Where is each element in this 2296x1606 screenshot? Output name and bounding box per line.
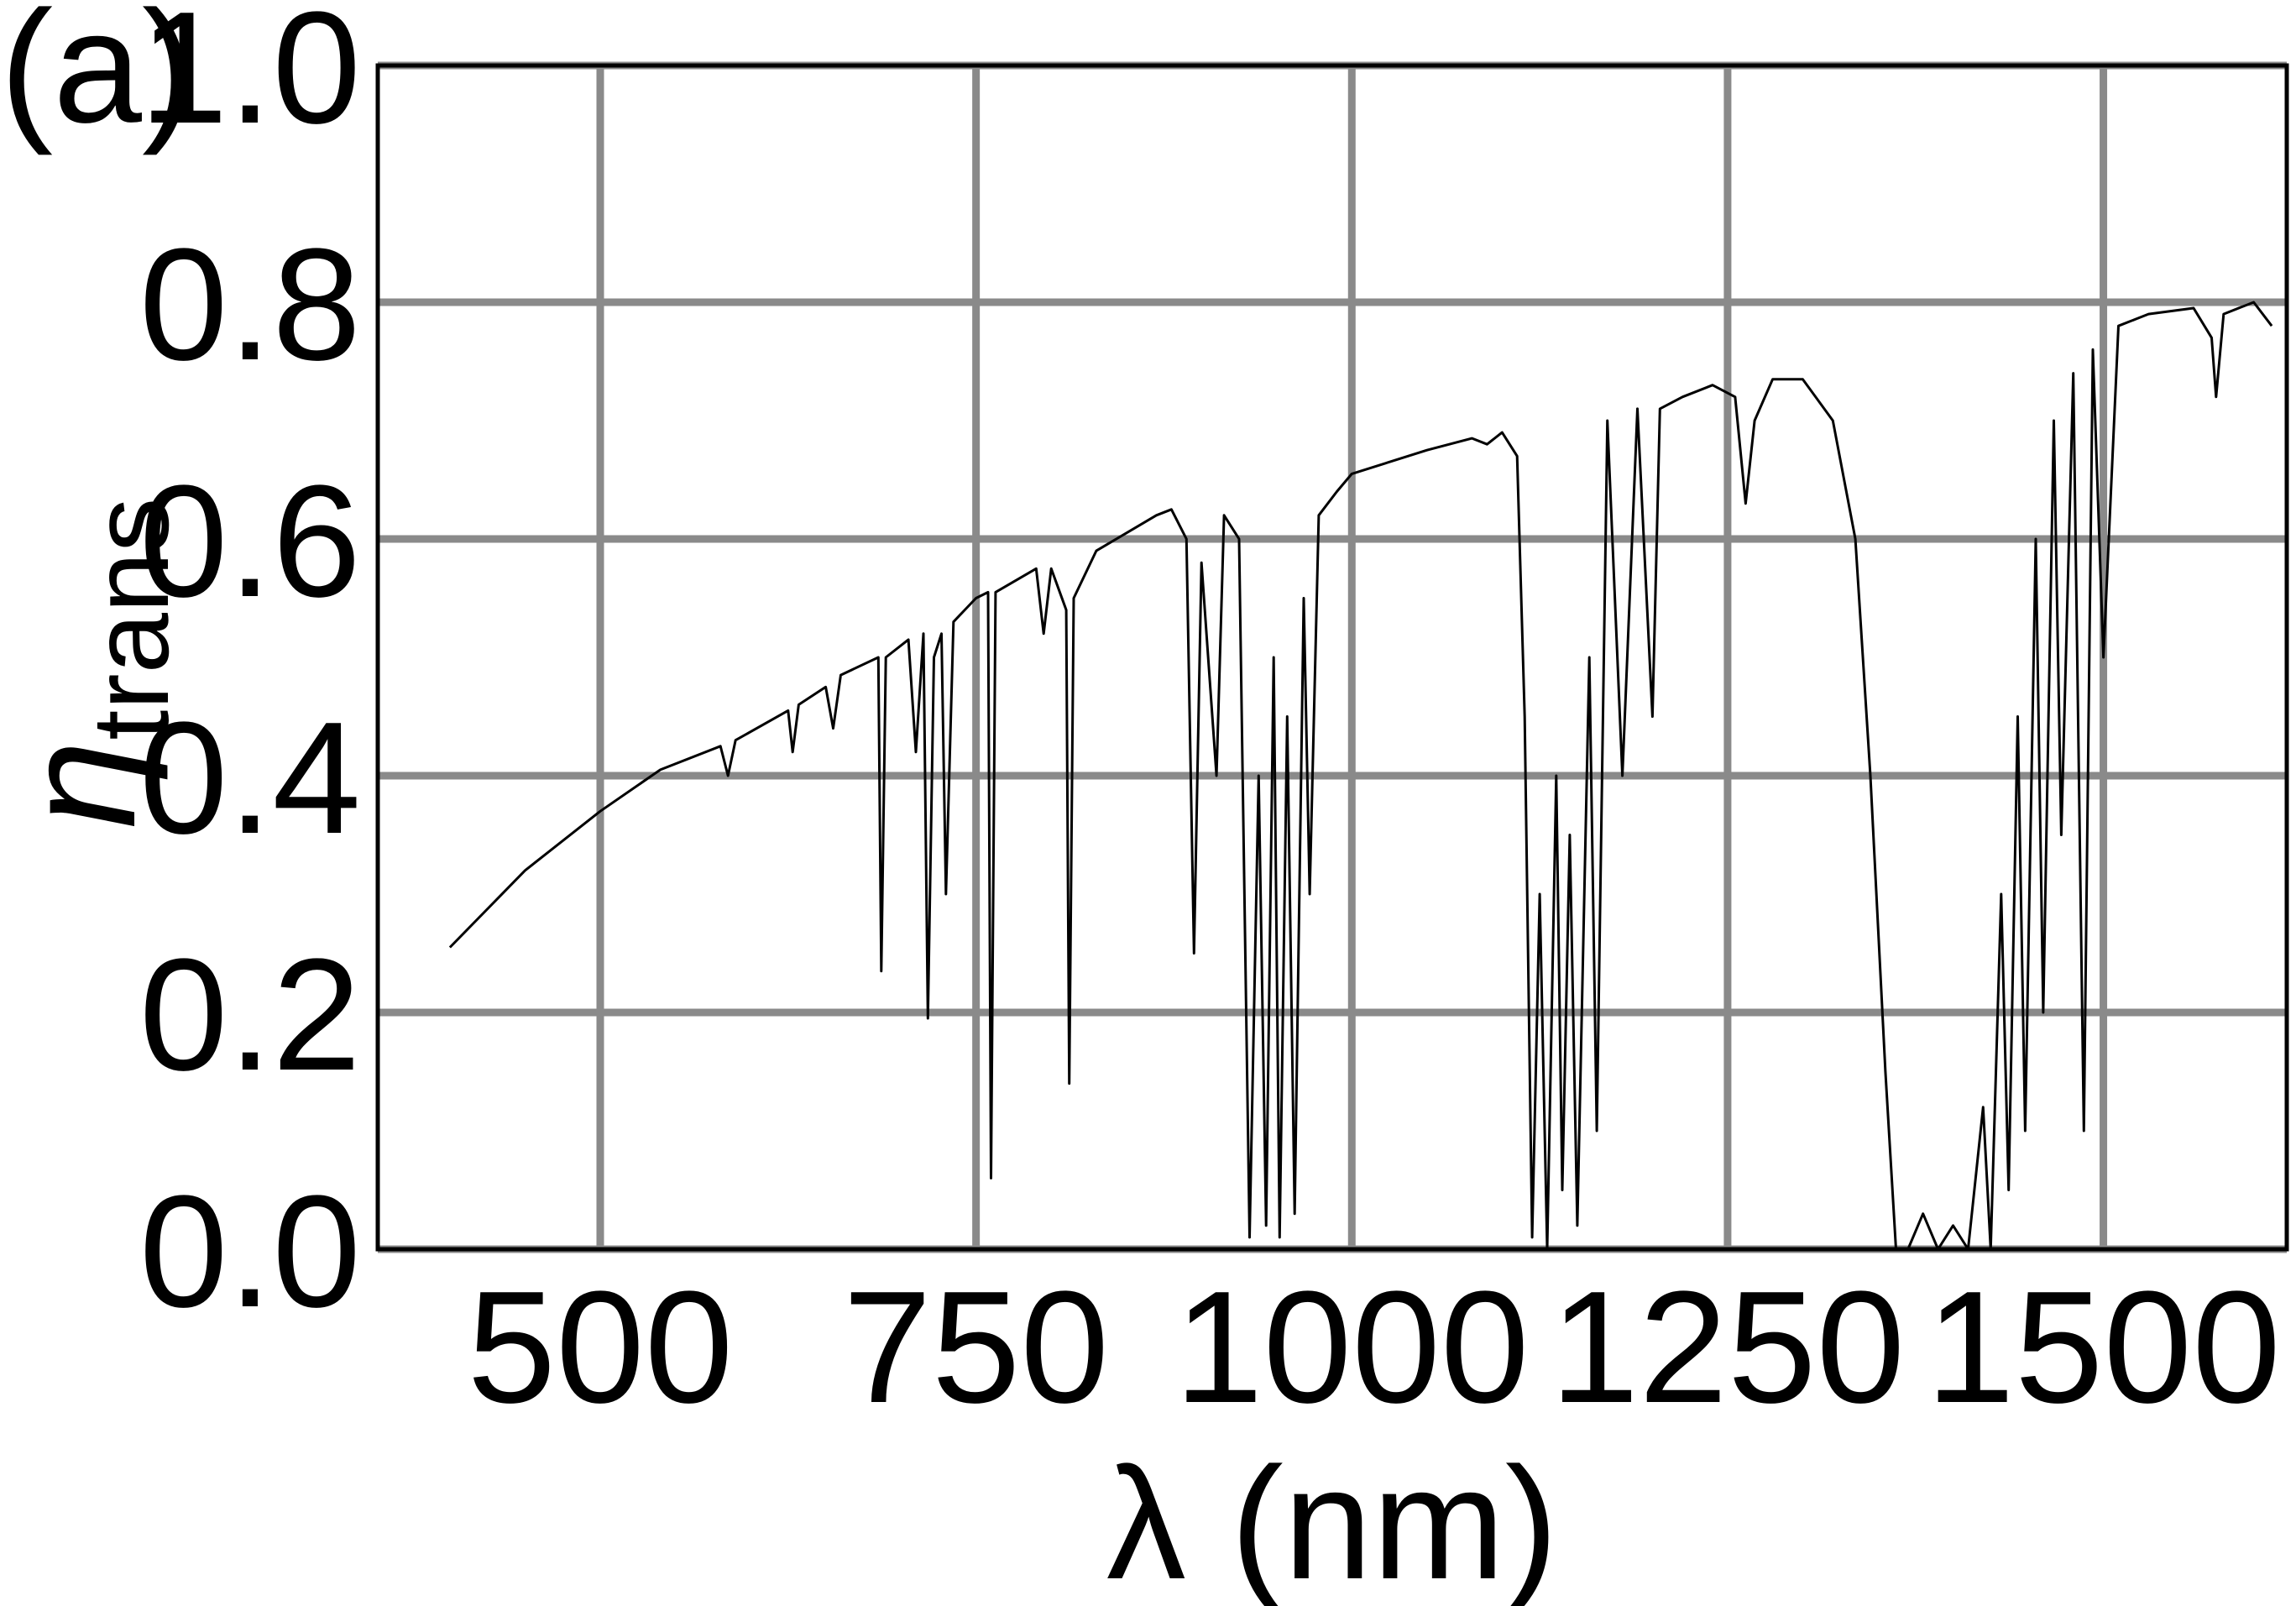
- x-axis-label: λ (nm): [1106, 1435, 1558, 1606]
- x-tick-label: 1000: [1174, 1258, 1530, 1436]
- x-tick-label: 500: [467, 1258, 733, 1436]
- x-tick-label: 1250: [1551, 1258, 1906, 1436]
- y-axis-label: ηtrans: [0, 498, 191, 829]
- x-tick-label: 1500: [1926, 1258, 2281, 1436]
- y-tick-label: 0.2: [139, 926, 361, 1104]
- plot-frame: [375, 63, 2289, 1252]
- y-tick-label: 0.6: [139, 453, 361, 630]
- y-axis-subscript: trans: [69, 498, 191, 740]
- data-line: [448, 301, 2273, 1251]
- x-tick-label: 750: [843, 1258, 1109, 1436]
- y-axis-symbol: η: [0, 740, 169, 829]
- y-tick-label: 1.0: [139, 0, 361, 157]
- y-tick-label: 0.4: [139, 689, 361, 867]
- panel-label: (a): [0, 0, 195, 156]
- y-tick-label: 0.8: [139, 216, 361, 394]
- y-tick-label: 0.0: [139, 1163, 361, 1341]
